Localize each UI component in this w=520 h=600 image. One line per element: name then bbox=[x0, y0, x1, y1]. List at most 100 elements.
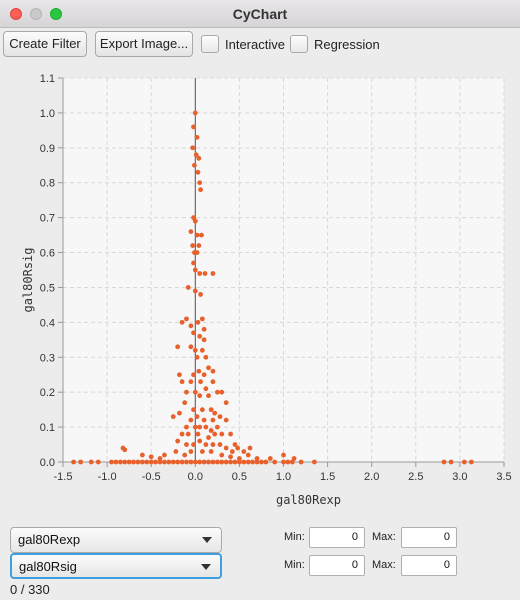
data-point bbox=[237, 459, 242, 465]
data-point bbox=[157, 459, 163, 465]
x-axis-label: gal80Rexp bbox=[276, 493, 341, 507]
x-min-field[interactable]: 0 bbox=[309, 527, 365, 548]
y-column-select[interactable]: gal80Rsig bbox=[10, 553, 222, 579]
data-point bbox=[185, 285, 191, 290]
data-point bbox=[192, 459, 198, 465]
data-point bbox=[245, 459, 251, 465]
data-point bbox=[219, 459, 225, 465]
data-point bbox=[197, 333, 203, 339]
data-point bbox=[208, 428, 214, 433]
data-point bbox=[197, 271, 203, 276]
x-max-field[interactable]: 0 bbox=[401, 527, 457, 548]
data-point bbox=[182, 400, 188, 406]
data-point bbox=[201, 459, 207, 465]
data-point bbox=[188, 229, 194, 235]
data-point bbox=[148, 454, 154, 460]
data-point bbox=[197, 393, 203, 399]
data-point bbox=[109, 459, 114, 465]
data-point bbox=[214, 459, 220, 465]
y-tick-label: 0.5 bbox=[40, 282, 55, 294]
data-point bbox=[166, 459, 172, 465]
data-point bbox=[263, 459, 269, 465]
data-point bbox=[188, 323, 194, 329]
data-point bbox=[148, 459, 154, 465]
data-point bbox=[188, 449, 194, 454]
data-point bbox=[182, 452, 188, 458]
data-point bbox=[175, 459, 181, 465]
data-point bbox=[191, 407, 196, 413]
regression-checkbox[interactable] bbox=[290, 35, 308, 53]
title-bar: CyChart bbox=[0, 0, 520, 28]
scatter-plot[interactable]: -1.5 -1.0 -0.5 0.0 0.5 1.0 1.5 2.0 2.5 3.0 3.5 0.0 0… bbox=[0, 64, 520, 509]
data-point bbox=[206, 365, 211, 371]
x-column-select[interactable]: gal80Rexp bbox=[10, 527, 222, 553]
data-point bbox=[281, 452, 286, 458]
data-point bbox=[229, 449, 235, 454]
data-point bbox=[194, 250, 200, 255]
data-point bbox=[184, 316, 189, 322]
data-point bbox=[201, 372, 207, 378]
data-point bbox=[237, 456, 242, 461]
y-tick-label: 1.0 bbox=[40, 108, 55, 120]
data-point bbox=[194, 134, 200, 140]
data-point bbox=[126, 459, 132, 465]
data-point bbox=[210, 271, 216, 276]
y-tick-label: 0.6 bbox=[40, 248, 55, 260]
data-point bbox=[195, 319, 201, 325]
data-point bbox=[298, 459, 304, 465]
data-point bbox=[192, 162, 197, 168]
data-point bbox=[203, 354, 209, 360]
data-point bbox=[170, 459, 176, 465]
x-tick-label: 2.0 bbox=[364, 471, 379, 483]
data-point bbox=[219, 452, 225, 458]
zoom-window-button[interactable] bbox=[50, 8, 62, 20]
data-point bbox=[179, 431, 185, 437]
x-tick-label: -0.5 bbox=[142, 471, 161, 483]
data-point bbox=[197, 438, 203, 444]
y-max-field[interactable]: 0 bbox=[401, 555, 457, 576]
data-point bbox=[206, 393, 211, 399]
create-filter-button[interactable]: Create Filter bbox=[3, 31, 87, 57]
data-point bbox=[199, 407, 205, 413]
data-point bbox=[199, 316, 205, 322]
data-point bbox=[197, 180, 203, 186]
data-point bbox=[175, 438, 181, 444]
data-point bbox=[241, 449, 247, 454]
data-point bbox=[311, 459, 317, 465]
data-point bbox=[179, 459, 185, 465]
data-point bbox=[212, 431, 218, 437]
y-column-value: gal80Rsig bbox=[19, 559, 77, 574]
data-point bbox=[198, 379, 203, 385]
data-point bbox=[113, 459, 119, 465]
data-point bbox=[208, 449, 214, 454]
data-point bbox=[281, 459, 286, 465]
data-point bbox=[210, 379, 216, 385]
data-point bbox=[223, 445, 229, 451]
x-tick-label: 0.0 bbox=[188, 471, 203, 483]
data-point bbox=[210, 368, 216, 374]
y-tick-label: 0.3 bbox=[40, 352, 55, 364]
y-min-field[interactable]: 0 bbox=[309, 555, 365, 576]
x-column-value: gal80Rexp bbox=[18, 532, 81, 547]
data-point bbox=[196, 368, 202, 374]
data-point bbox=[192, 347, 198, 353]
close-window-button[interactable] bbox=[10, 8, 22, 20]
data-point bbox=[139, 452, 145, 458]
data-point bbox=[195, 169, 201, 175]
data-point bbox=[194, 232, 200, 238]
data-point bbox=[210, 459, 216, 465]
x-tick-label: 0.5 bbox=[232, 471, 247, 483]
minimize-window-button[interactable] bbox=[30, 8, 42, 20]
data-point bbox=[245, 452, 251, 458]
interactive-checkbox[interactable] bbox=[201, 35, 219, 53]
data-point bbox=[190, 243, 196, 248]
data-point bbox=[241, 459, 247, 465]
export-image-button[interactable]: Export Image... bbox=[95, 31, 193, 57]
data-point bbox=[184, 424, 189, 430]
data-point bbox=[177, 372, 182, 378]
data-point bbox=[247, 445, 253, 451]
data-point bbox=[219, 389, 225, 395]
data-point bbox=[228, 459, 233, 465]
interactive-label: Interactive bbox=[225, 37, 285, 52]
y-max-label: Max: bbox=[372, 559, 396, 571]
